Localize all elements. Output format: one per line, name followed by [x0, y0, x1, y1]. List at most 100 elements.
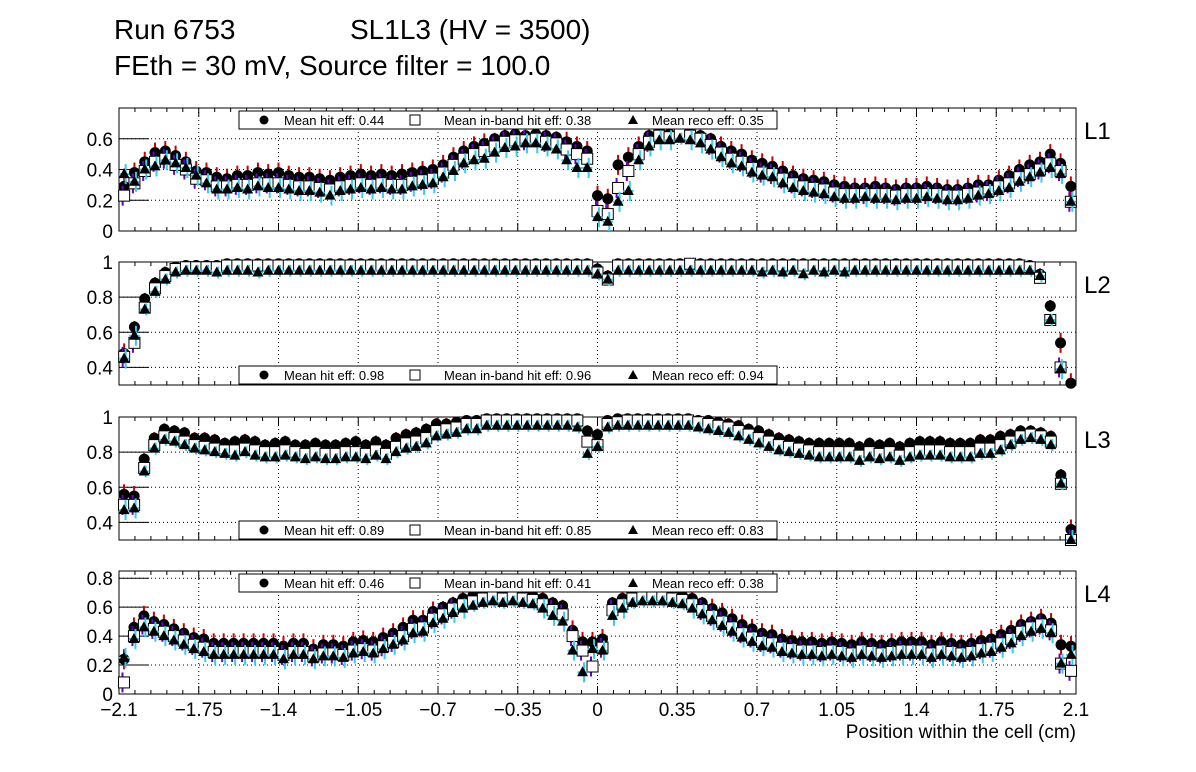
reco-eff-point — [386, 264, 398, 275]
reco-eff-point — [656, 595, 668, 606]
hit-eff-point — [283, 170, 295, 182]
hit-eff-point — [1065, 523, 1077, 535]
hit-eff-point — [1024, 159, 1036, 171]
hit-eff-point — [170, 150, 182, 162]
reco-eff-point — [880, 192, 892, 203]
legend-reco-label: Mean reco eff: 0.35 — [652, 113, 764, 128]
y-tick-label: 0.6 — [87, 598, 113, 619]
reco-eff-point — [499, 264, 511, 275]
reco-eff-point — [324, 264, 336, 275]
reco-eff-point — [931, 264, 943, 275]
hit-eff-point — [370, 436, 382, 448]
reco-eff-point — [303, 264, 315, 275]
reco-eff-point — [596, 644, 608, 655]
reco-eff-point — [437, 264, 449, 275]
reco-eff-point — [238, 648, 250, 659]
reco-eff-point — [571, 264, 583, 275]
hit-eff-point — [299, 439, 311, 451]
reco-eff-point — [242, 183, 254, 194]
reco-eff-point — [307, 653, 319, 664]
reco-eff-point — [705, 143, 717, 154]
reco-eff-point — [1013, 264, 1025, 275]
x-tick-label: 0.7 — [744, 700, 770, 721]
reco-eff-point — [242, 264, 254, 275]
reco-eff-point — [849, 192, 861, 203]
reco-eff-point — [726, 625, 738, 636]
reco-eff-point — [1025, 625, 1037, 636]
reco-eff-point — [447, 606, 459, 617]
inband-eff-point — [586, 660, 599, 673]
y-tick-label: 0.8 — [87, 443, 113, 464]
reco-eff-point — [836, 650, 848, 661]
reco-eff-point — [228, 648, 240, 659]
reco-eff-point — [159, 273, 171, 284]
panel-l3: 0.4 0.6 0.8 1 L3 Mean hit eff: 0.89 Mean in-ba… — [87, 408, 1111, 546]
reco-eff-point — [509, 140, 521, 151]
reco-eff-point — [531, 419, 543, 430]
hit-eff-point — [417, 165, 429, 177]
legend-inband-marker — [409, 524, 421, 536]
reco-eff-point — [427, 617, 439, 628]
y-tick-label: 1 — [102, 253, 113, 274]
hit-eff-point — [884, 437, 896, 449]
reco-eff-point — [501, 419, 513, 430]
reco-eff-point — [188, 643, 200, 654]
reco-eff-point — [581, 161, 593, 172]
hit-eff-point — [813, 437, 825, 449]
reco-eff-point — [900, 192, 912, 203]
reco-eff-point — [262, 181, 274, 192]
y-tick-label: 0.4 — [87, 358, 114, 379]
reco-eff-point — [592, 268, 603, 279]
run-conditions: FEth = 30 mV, Source filter = 100.0 — [114, 50, 551, 81]
hit-eff-point — [984, 434, 996, 446]
hit-eff-point — [330, 439, 342, 451]
reco-eff-point — [826, 648, 838, 659]
reco-eff-point — [334, 264, 346, 275]
reco-eff-point — [964, 451, 976, 462]
reco-eff-point — [702, 423, 714, 434]
reco-eff-point — [606, 609, 618, 620]
reco-eff-point — [622, 185, 634, 196]
reco-eff-point — [783, 446, 795, 457]
reco-eff-point — [540, 264, 552, 275]
legend-hit-label: Mean hit eff: 0.98 — [284, 368, 384, 383]
reco-eff-point — [725, 264, 737, 275]
reco-eff-point — [218, 648, 230, 659]
reco-eff-point — [118, 352, 130, 363]
hit-eff-point — [874, 439, 886, 451]
hit-eff-point — [314, 173, 326, 185]
hit-eff-point — [178, 427, 190, 439]
hit-eff-point — [309, 437, 321, 449]
x-tick-label: −1.05 — [334, 700, 382, 721]
reco-eff-point — [159, 154, 171, 165]
reco-eff-point — [118, 168, 130, 179]
hit-eff-point — [249, 436, 261, 448]
reco-eff-point — [911, 192, 922, 203]
hit-eff-point — [149, 147, 161, 159]
reco-eff-point — [674, 264, 686, 275]
reco-eff-point — [530, 137, 542, 148]
chamber-label: SL1L3 (HV = 3500) — [350, 14, 591, 45]
hit-eff-point — [118, 180, 130, 192]
reco-eff-point — [962, 192, 974, 203]
reco-eff-point — [128, 329, 140, 340]
reco-eff-point — [674, 132, 686, 143]
reco-eff-point — [541, 419, 553, 430]
reco-eff-point — [219, 447, 231, 458]
reco-eff-point — [725, 157, 737, 168]
reco-eff-point — [178, 638, 190, 649]
reco-eff-point — [846, 651, 858, 662]
reco-eff-point — [406, 180, 418, 191]
reco-eff-point — [330, 453, 342, 464]
reco-eff-point — [777, 266, 789, 277]
reco-eff-point — [962, 264, 974, 275]
reco-eff-point — [1055, 363, 1067, 374]
reco-eff-point — [380, 453, 392, 464]
reco-eff-point — [643, 140, 655, 151]
hit-eff-point — [964, 437, 976, 449]
reco-eff-point — [248, 648, 260, 659]
reco-eff-point — [320, 453, 332, 464]
reco-eff-point — [1045, 627, 1057, 638]
reco-eff-point — [249, 449, 261, 460]
